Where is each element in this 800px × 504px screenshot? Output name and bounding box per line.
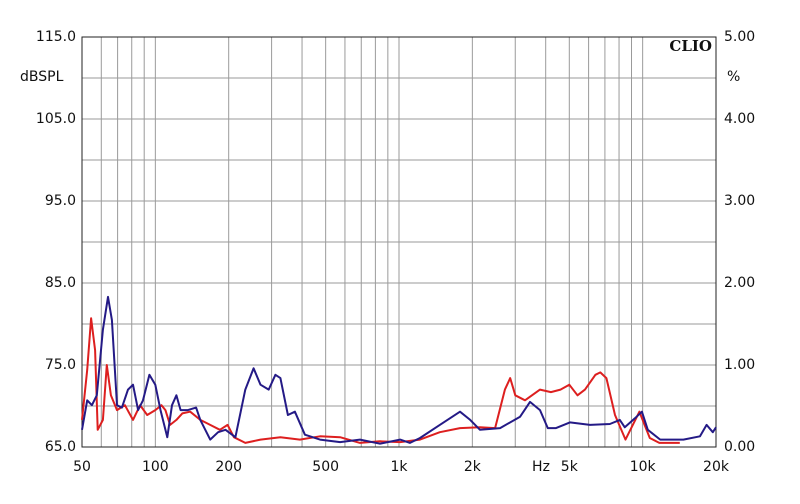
plot-frame <box>81 36 717 448</box>
y2-tick-label: 1.00 <box>724 357 755 373</box>
y-tick-label: 85.0 <box>45 275 76 291</box>
y-tick-label: 105.0 <box>36 111 76 127</box>
series-line <box>81 295 717 445</box>
y-tick-label: 95.0 <box>45 193 76 209</box>
y-tick-label: 65.0 <box>45 439 76 455</box>
x-tick-label: 200 <box>215 459 242 475</box>
x-tick-label: 10k <box>630 459 657 475</box>
x-tick-label: 2k <box>464 459 482 475</box>
y2-tick-label: 5.00 <box>724 29 755 45</box>
y2-tick-label: 4.00 <box>724 111 755 127</box>
y-tick-label: 115.0 <box>36 29 76 45</box>
x-tick-label: 50 <box>73 459 91 475</box>
y2-axis-label: % <box>727 69 740 85</box>
brand-label: CLIO <box>669 37 712 55</box>
y2-tick-label: 0.00 <box>724 439 755 455</box>
x-tick-label: 1k <box>390 459 408 475</box>
series-line <box>81 317 680 444</box>
x-axis-label: Hz <box>532 459 550 475</box>
y2-tick-label: 2.00 <box>724 275 755 291</box>
x-tick-label: 20k <box>703 459 730 475</box>
y-axis-label: dBSPL <box>20 69 64 85</box>
x-tick-label: 100 <box>142 459 169 475</box>
y-tick-label: 75.0 <box>45 357 76 373</box>
y2-tick-label: 3.00 <box>724 193 755 209</box>
x-tick-label: 500 <box>312 459 339 475</box>
x-tick-label: 5k <box>561 459 579 475</box>
